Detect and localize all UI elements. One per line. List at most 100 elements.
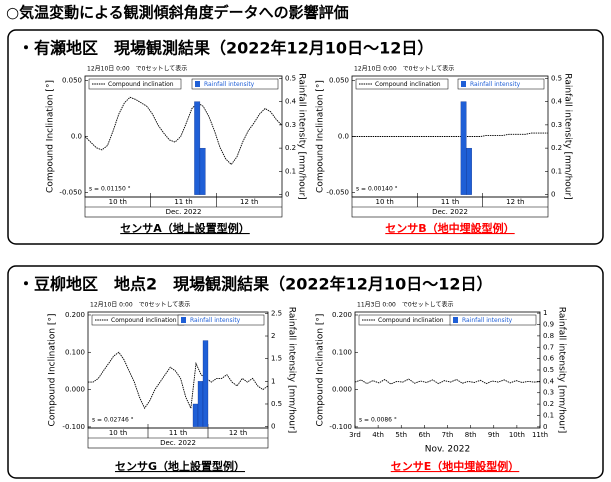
x-band-label: 10 th bbox=[109, 198, 127, 206]
y2-tick-label: 0 bbox=[551, 191, 555, 199]
legend-label: Rainfall intensity bbox=[190, 317, 241, 324]
x-band-label: 10 th bbox=[376, 198, 394, 206]
y2-tick-label: 1 bbox=[543, 309, 547, 317]
x-axis-label: Dec. 2022 bbox=[432, 208, 468, 216]
y2-tick-label: 0.4 bbox=[551, 98, 563, 106]
x-axis-label: Dec. 2022 bbox=[160, 439, 196, 447]
legend-label: Rainfall intensity bbox=[470, 81, 521, 88]
y2-tick-label: 0.5 bbox=[285, 74, 296, 82]
y2-tick-label: 0.2 bbox=[285, 144, 296, 152]
stat-annotation: s = 0.00140 ° bbox=[356, 186, 398, 193]
rain-bar bbox=[192, 403, 199, 427]
panel-header: ・有瀬地区 現場観測結果（2022年12月10日～12日） bbox=[18, 39, 433, 58]
y2-tick-label: 0.1 bbox=[551, 167, 562, 175]
y2-axis-label: Rainfall intensity [mm/hour] bbox=[297, 73, 307, 199]
legend-box bbox=[88, 78, 182, 90]
legend-swatch bbox=[461, 81, 466, 87]
y2-tick-label: 0.3 bbox=[551, 121, 562, 129]
chart-note: 12月10日 0:00 で0セットして表示 bbox=[87, 65, 187, 73]
y2-axis-label: Rainfall intensity [mm/hour] bbox=[563, 73, 573, 199]
y-axis-label: Compound Inclination [°] bbox=[316, 80, 326, 193]
x-band-label: 10 th bbox=[109, 429, 127, 437]
y-tick-label: 0.200 bbox=[332, 311, 352, 319]
legend-label: Rainfall intensity bbox=[462, 317, 513, 324]
x-tick-label: 10th bbox=[509, 431, 525, 439]
chart-caption: センサB（地中埋設型例） bbox=[385, 221, 514, 235]
x-band-label: 12 th bbox=[229, 429, 247, 437]
panel-header: ・豆柳地区 地点2 現場観測結果（2022年12月10日～12日） bbox=[18, 275, 492, 294]
y2-tick-label: 0.5 bbox=[551, 74, 562, 82]
x-tick-label: 11th bbox=[532, 431, 548, 439]
y-axis-label: Compound Inclination [°] bbox=[316, 314, 326, 427]
y-tick-label: 0.000 bbox=[332, 386, 352, 394]
y2-tick-label: 0.4 bbox=[543, 377, 555, 385]
y-tick-label: 0.100 bbox=[332, 348, 352, 356]
legend-swatch bbox=[195, 81, 200, 87]
legend-box bbox=[355, 78, 449, 90]
y-axis-label: Compound Inclination [°] bbox=[48, 314, 58, 427]
y2-tick-label: 0.2 bbox=[551, 144, 562, 152]
legend-swatch bbox=[453, 317, 458, 323]
y2-tick-label: 2 bbox=[271, 332, 275, 340]
rain-bar bbox=[460, 101, 467, 195]
legend-box bbox=[457, 78, 545, 90]
x-band-label: 11 th bbox=[174, 198, 192, 206]
legend-box bbox=[177, 314, 265, 326]
legend-swatch bbox=[181, 317, 186, 323]
x-axis-label: Dec. 2022 bbox=[166, 208, 202, 216]
y2-axis-label: Rainfall intensity [mm/hour] bbox=[287, 307, 297, 433]
y2-tick-label: 0.1 bbox=[285, 167, 296, 175]
x-tick-label: 6th bbox=[419, 431, 431, 439]
legend-box bbox=[449, 314, 537, 326]
legend-label: Compound inclination bbox=[378, 317, 444, 324]
inclination-line bbox=[88, 351, 269, 410]
x-axis-label: Nov. 2022 bbox=[425, 445, 471, 455]
chart-caption: センサG（地上設置型例） bbox=[115, 459, 245, 473]
x-tick-label: 8th bbox=[465, 431, 477, 439]
y2-tick-label: 0.4 bbox=[285, 98, 297, 106]
stat-annotation: s = 0.02746 ° bbox=[92, 417, 134, 424]
plot-frame bbox=[354, 311, 541, 429]
legend-label: Compound inclination bbox=[375, 81, 441, 88]
legend-box bbox=[191, 78, 279, 90]
y2-tick-label: 0.2 bbox=[543, 400, 554, 408]
y-tick-label: -0.100 bbox=[329, 423, 352, 431]
page-title: ○気温変動による観測傾斜角度データへの影響評価 bbox=[6, 4, 349, 22]
chart-note: 11月3日 0:00 で0セットして表示 bbox=[357, 301, 453, 309]
stat-annotation: s = 0.01150 ° bbox=[89, 186, 131, 193]
y2-tick-label: 0.5 bbox=[271, 400, 282, 408]
legend-label: Compound inclination bbox=[108, 81, 174, 88]
y-tick-label: 0.050 bbox=[329, 76, 349, 84]
plot-frame bbox=[87, 311, 269, 429]
x-tick-label: 3rd bbox=[349, 431, 361, 439]
x-band-label: 11 th bbox=[441, 198, 459, 206]
x-tick-label: 4th bbox=[372, 431, 384, 439]
inclination-line bbox=[352, 132, 548, 137]
rain-bar bbox=[199, 147, 206, 195]
panel-frame bbox=[7, 29, 604, 245]
rain-bar bbox=[194, 101, 201, 195]
y2-axis-label: Rainfall intensity [mm/hour] bbox=[557, 307, 567, 433]
x-tick-label: 5th bbox=[395, 431, 407, 439]
y2-tick-label: 1 bbox=[271, 377, 275, 385]
rain-bar bbox=[202, 340, 209, 427]
y-tick-label: 0.0 bbox=[71, 133, 82, 141]
inclination-line bbox=[84, 96, 283, 166]
y-tick-label: -0.050 bbox=[326, 189, 349, 197]
legend-label: Rainfall intensity bbox=[204, 81, 255, 88]
x-tick-label: 7th bbox=[442, 431, 454, 439]
legend-label: Compound inclination bbox=[111, 317, 177, 324]
y-tick-label: -0.100 bbox=[62, 423, 85, 431]
y-axis-label: Compound Inclination [°] bbox=[46, 80, 56, 193]
y-tick-label: -0.050 bbox=[59, 189, 82, 197]
rain-bar bbox=[197, 381, 204, 427]
inclination-line bbox=[354, 378, 541, 385]
y2-tick-label: 0.3 bbox=[543, 389, 554, 397]
y-tick-label: 0.200 bbox=[65, 311, 85, 319]
y2-tick-label: 0 bbox=[285, 191, 289, 199]
y2-tick-label: 0.9 bbox=[543, 321, 554, 329]
y-tick-label: 0.050 bbox=[62, 76, 82, 84]
chart-caption: センサA（地上設置型例） bbox=[120, 221, 250, 235]
y2-tick-label: 1.5 bbox=[271, 355, 282, 363]
